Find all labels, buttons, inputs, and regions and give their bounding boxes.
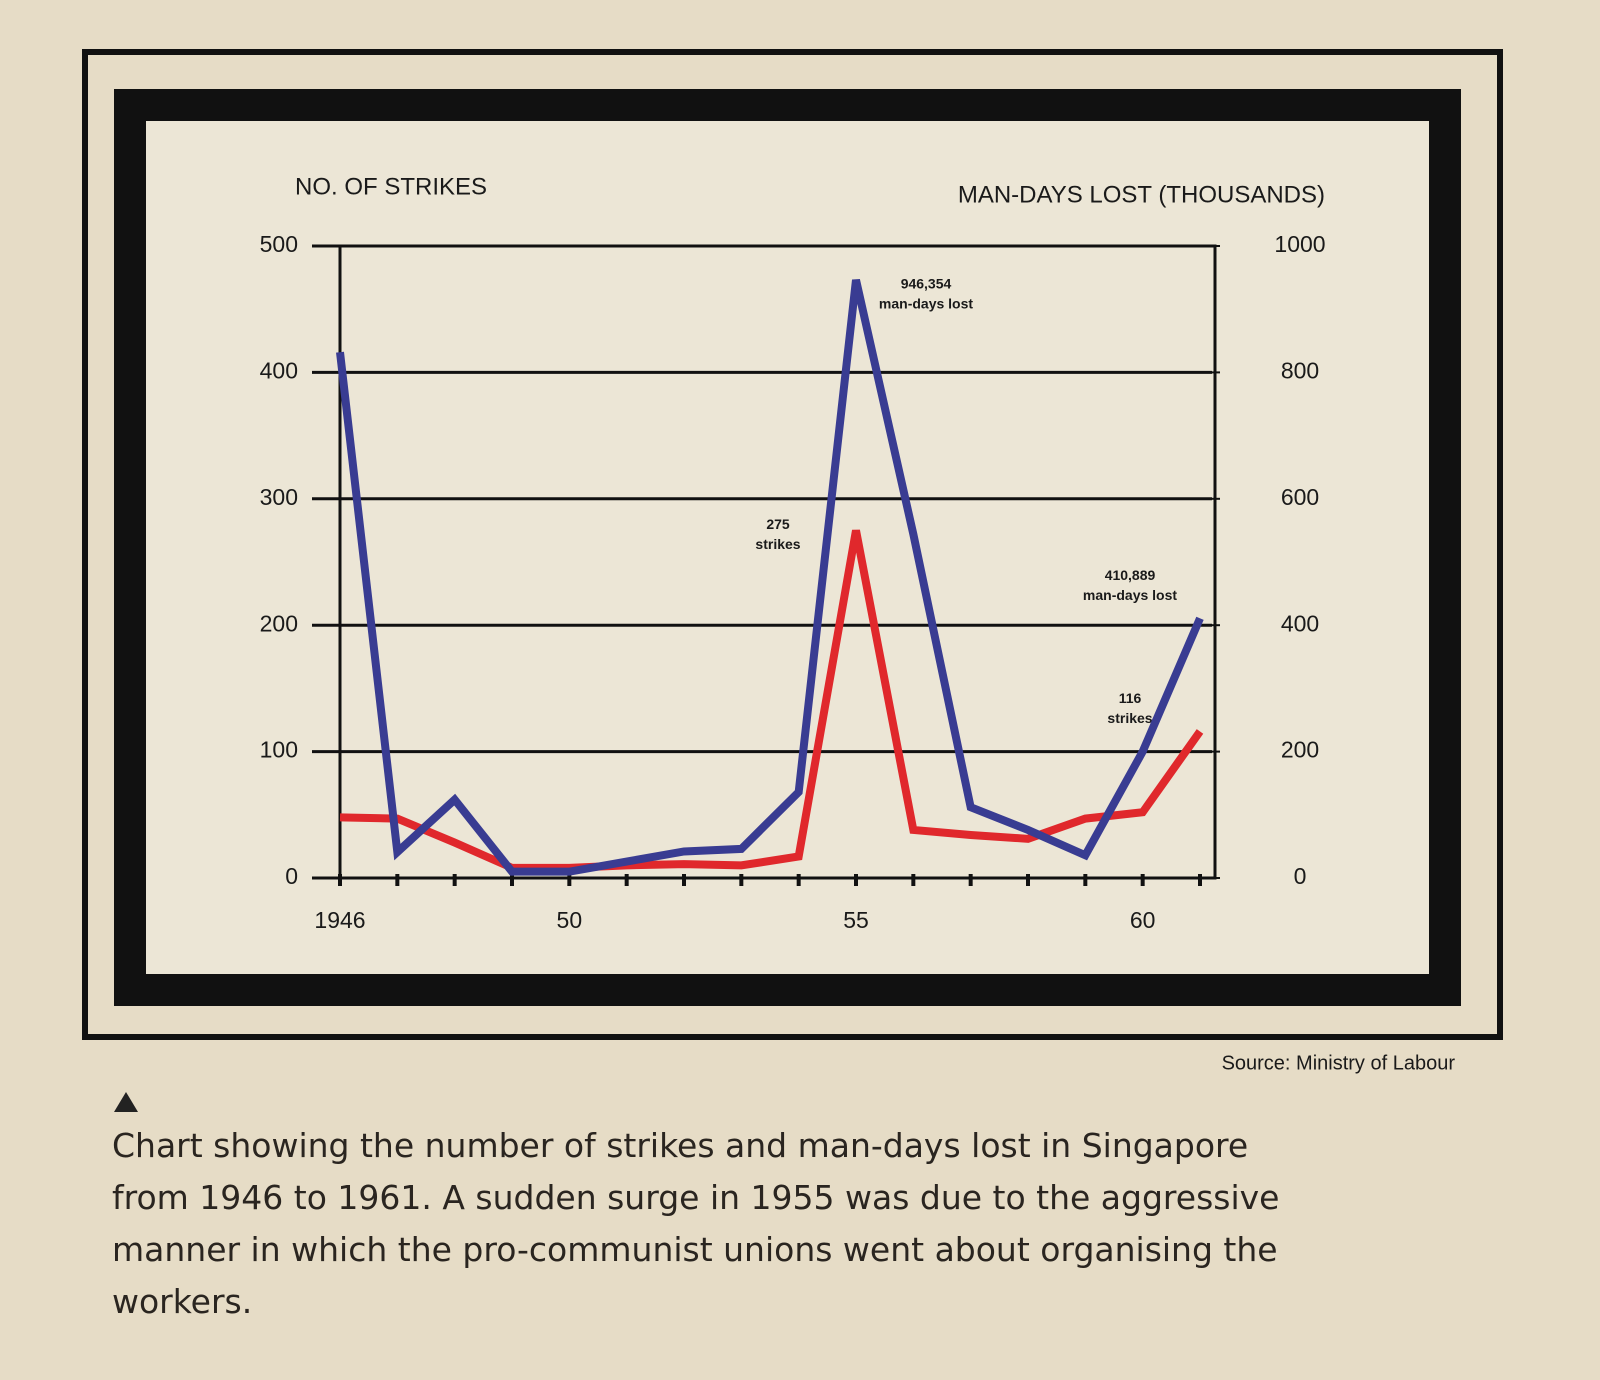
source: Source: Ministry of Labour [1222, 1052, 1456, 1074]
y-tick-label: 500 [260, 231, 298, 257]
value-label: strikes [1107, 710, 1152, 726]
x-tick-label: 1946 [314, 907, 365, 933]
x-tick-label: 55 [843, 907, 869, 933]
value-label: 116 [1119, 690, 1142, 706]
chart: NO. OF STRIKES MAN-DAYS LOST (THOUSANDS)… [82, 49, 1503, 1074]
x-tick-label: 50 [557, 907, 583, 933]
value-label: strikes [755, 536, 800, 552]
y-tick-label: 200 [260, 610, 298, 636]
value-label: man-days lost [879, 296, 973, 312]
y2-axis-title: MAN-DAYS LOST (THOUSANDS) [958, 181, 1325, 208]
series-line [339, 529, 1204, 872]
series-line [336, 279, 1204, 876]
y-tick-label: 100 [260, 737, 298, 763]
value-label: 946,354 [901, 276, 952, 292]
y-tick-label: 400 [260, 357, 298, 383]
value-label: man-days lost [1083, 587, 1177, 603]
x-tick-label: 60 [1130, 907, 1156, 933]
caption: Chart showing the number of strikes and … [112, 1126, 1280, 1321]
y2-tick-label: 400 [1281, 610, 1319, 636]
caption-marker [114, 1092, 138, 1112]
thick-frame [114, 89, 1461, 1006]
y2-tick-label: 1000 [1274, 231, 1325, 257]
outer-frame [82, 49, 1503, 1040]
value-label: 410,889 [1105, 567, 1156, 583]
value-label: 275 [766, 516, 790, 532]
y2-tick-label: 800 [1281, 357, 1319, 383]
y-tick-label: 0 [285, 863, 298, 889]
y-tick-label: 300 [260, 484, 298, 510]
y2-tick-label: 0 [1294, 863, 1307, 889]
y2-tick-label: 600 [1281, 484, 1319, 510]
y-axis-title: NO. OF STRIKES [295, 173, 487, 200]
y2-tick-label: 200 [1281, 737, 1319, 763]
